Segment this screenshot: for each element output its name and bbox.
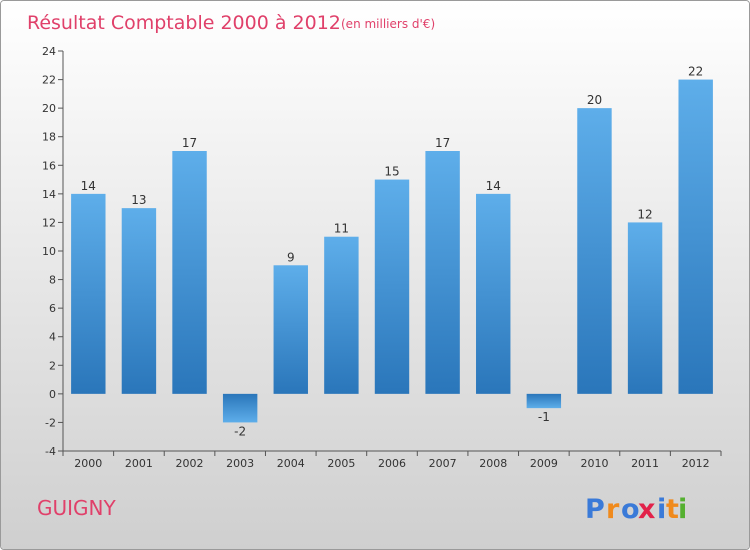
x-tick-label: 2007 — [429, 457, 457, 470]
brand-letter: t — [666, 494, 679, 525]
x-tick-label: 2008 — [479, 457, 507, 470]
y-tick-label: 4 — [49, 331, 56, 344]
town-name: GUIGNY — [37, 496, 116, 520]
data-label-2009: -1 — [538, 410, 550, 424]
bar-2011 — [627, 222, 663, 394]
data-label-2000: 14 — [81, 179, 96, 193]
data-label-2006: 15 — [384, 165, 399, 179]
x-tick-label: 2006 — [378, 457, 406, 470]
x-tick-label: 2002 — [176, 457, 204, 470]
bar-2008 — [476, 193, 511, 394]
bar-2003 — [222, 393, 258, 423]
y-tick-label: 8 — [49, 274, 56, 287]
x-tick-label: 2005 — [327, 457, 355, 470]
bar-2002 — [172, 151, 207, 394]
y-tick-label: 16 — [42, 159, 56, 172]
data-label-2001: 13 — [131, 193, 146, 207]
y-tick-label: -4 — [45, 445, 56, 458]
data-label-2007: 17 — [435, 136, 450, 150]
bar-2005 — [324, 236, 359, 394]
y-tick-label: 10 — [42, 245, 56, 258]
x-tick-label: 2004 — [277, 457, 305, 470]
bar-2009 — [526, 393, 562, 409]
bar-2001 — [121, 208, 157, 394]
brand-letter: P — [585, 494, 605, 525]
brand-letter: r — [606, 494, 620, 525]
chart-subtitle: (en milliers d'€) — [341, 17, 435, 31]
x-tick-label: 2001 — [125, 457, 153, 470]
x-tick-label: 2000 — [74, 457, 102, 470]
data-label-2010: 20 — [587, 93, 602, 107]
data-label-2005: 11 — [334, 222, 349, 236]
chart-title: Résultat Comptable 2000 à 2012 — [27, 12, 341, 34]
brand-letter: i — [678, 494, 687, 525]
y-tick-label: 14 — [42, 188, 56, 201]
y-tick-label: 6 — [49, 302, 56, 315]
x-tick-label: 2010 — [580, 457, 608, 470]
y-tick-label: 2 — [49, 359, 56, 372]
y-tick-label: 12 — [42, 216, 56, 229]
brand-letter: i — [657, 494, 666, 525]
y-tick-label: 0 — [49, 388, 56, 401]
bar-2010 — [577, 108, 612, 394]
data-label-2011: 12 — [637, 207, 652, 221]
y-tick-label: 22 — [42, 74, 56, 87]
data-label-2002: 17 — [182, 136, 197, 150]
bar-2006 — [374, 179, 410, 394]
x-tick-label: 2011 — [631, 457, 659, 470]
y-tick-label: 24 — [42, 45, 56, 58]
y-tick-label: 20 — [42, 102, 56, 115]
bar-2007 — [425, 151, 460, 394]
x-tick-label: 2012 — [682, 457, 710, 470]
brand-letter: x — [638, 494, 655, 525]
data-label-2008: 14 — [486, 179, 501, 193]
bar-2000 — [71, 193, 106, 394]
bars — [71, 79, 713, 423]
bar-2012 — [678, 79, 713, 394]
brand-letter: o — [621, 494, 640, 525]
data-label-2004: 9 — [287, 250, 295, 264]
data-labels: 14 13 17 -2 9 11 15 17 14 -1 20 12 22 — [81, 65, 704, 439]
x-tick-label: 2003 — [226, 457, 254, 470]
data-label-2003: -2 — [234, 424, 246, 438]
x-tick-label: 2009 — [530, 457, 558, 470]
bar-2004 — [273, 265, 308, 394]
y-tick-label: 18 — [42, 131, 56, 144]
data-label-2012: 22 — [688, 65, 703, 79]
y-tick-label: -2 — [45, 416, 56, 429]
